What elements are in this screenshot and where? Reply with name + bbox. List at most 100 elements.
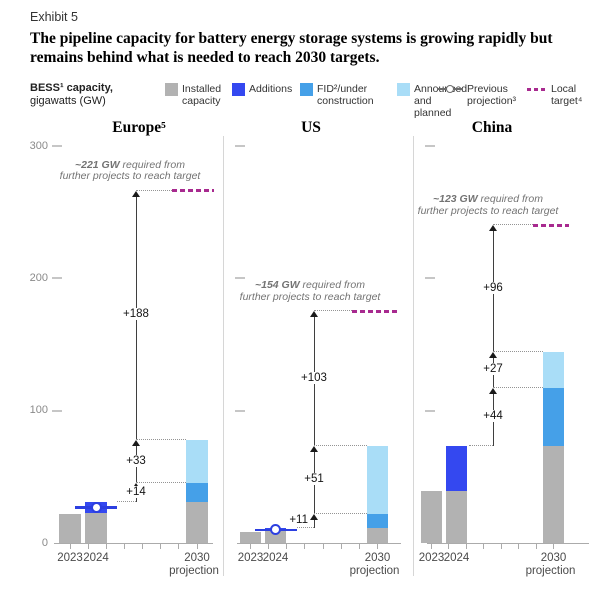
bar-segment-installed (265, 531, 286, 543)
legend-item-label: Installed capacity (182, 83, 222, 107)
y-axis-unit-label-rest: gigawatts (GW) (30, 95, 106, 107)
y-tick-label: 200 (29, 271, 48, 284)
x-axis-label: 2030 (364, 552, 391, 564)
panel-divider (223, 136, 224, 576)
x-tick (304, 544, 306, 549)
x-axis-label: 2024 (262, 552, 289, 564)
bar-segment-announced (543, 352, 564, 389)
x-tick (553, 544, 554, 549)
local-target-line (352, 309, 397, 313)
x-tick (87, 544, 89, 549)
previous-projection-icon (437, 83, 463, 95)
bar-segment-installed (421, 491, 442, 543)
bar-segment-installed (59, 513, 81, 543)
y-tick-dash (235, 145, 245, 147)
y-tick-label: 0 (41, 536, 48, 549)
leader-dotted-line (314, 310, 352, 312)
announced-swatch-icon (397, 83, 410, 96)
increment-arrowhead (310, 446, 318, 453)
x-axis-label: 2030 (184, 552, 210, 564)
panel-title-2: China (471, 119, 513, 136)
gap-annotation: ~123 GW required from further projects to… (417, 193, 559, 217)
x-axis-label: 2023 (57, 552, 83, 564)
y-axis-unit-label-bold: BESS¹ capacity, (30, 82, 113, 94)
installed-swatch-icon (165, 83, 178, 96)
panel-divider (413, 136, 414, 576)
bar-segment-announced (367, 446, 388, 514)
gap-annotation: ~221 GW required from further projects to… (59, 158, 201, 183)
x-tick (500, 544, 502, 549)
increment-label: +96 (471, 281, 515, 294)
x-axis-label: 2024 (443, 552, 470, 564)
legend-item-local_target: Local target⁴ (527, 83, 582, 107)
increment-arrowhead (310, 311, 318, 318)
bar-segment-announced (186, 439, 208, 484)
bar-segment-additions (446, 446, 467, 492)
increment-label: +11 (289, 514, 308, 527)
increment-arrowhead (489, 352, 497, 359)
x-axis-label: projection (525, 565, 576, 577)
leader-dotted-line (314, 445, 367, 447)
y-tick-dash (52, 277, 62, 280)
x-tick (340, 544, 342, 549)
fid-swatch-icon (300, 83, 313, 96)
local-target-line (172, 189, 214, 193)
x-tick (431, 544, 432, 549)
x-tick (178, 544, 180, 549)
increment-label: +103 (292, 371, 336, 384)
x-axis-label: projection (349, 565, 400, 577)
bar-segment-installed (446, 491, 467, 543)
leader-dotted-line (136, 189, 172, 191)
bar-segment-fid (367, 513, 388, 529)
x-axis-label: 2023 (418, 552, 445, 564)
leader-dotted-line (296, 527, 314, 529)
bar-segment-installed (186, 501, 208, 543)
increment-label: +33 (114, 454, 158, 467)
x-tick (196, 544, 198, 549)
y-tick-dash (235, 277, 245, 280)
leader-dotted-line (136, 438, 186, 440)
y-tick-dash (52, 145, 62, 147)
x-tick (69, 544, 71, 549)
panel-title-0: Europe⁵ (112, 119, 166, 136)
x-tick (268, 544, 270, 549)
x-tick (160, 544, 162, 549)
y-tick-label: 100 (29, 404, 48, 417)
x-tick (535, 544, 537, 549)
leader-dotted-line (136, 482, 186, 484)
legend-item-fid: FID²/under construction (300, 83, 374, 107)
x-tick (105, 544, 107, 549)
legend-item-label: FID²/under construction (317, 83, 374, 107)
x-tick (142, 544, 144, 549)
increment-label: +27 (471, 363, 515, 376)
x-tick (250, 544, 251, 549)
gap-annotation: ~154 GW required from further projects to… (239, 279, 381, 303)
leader-dotted-line (493, 224, 533, 226)
legend-item-label: Local target⁴ (551, 83, 583, 107)
panel-title-1: US (301, 119, 321, 136)
increment-arrowhead (310, 513, 318, 520)
x-tick (358, 544, 360, 549)
bar-segment-fid (186, 483, 208, 502)
local-target-icon (527, 83, 547, 95)
local-target-line (533, 223, 569, 227)
y-tick-label: 300 (29, 139, 48, 152)
increment-arrow-line (313, 518, 315, 529)
leader-dotted-line (314, 512, 367, 514)
previous-projection-circle (446, 84, 454, 93)
leader-dotted-line (493, 387, 543, 389)
legend-item-label: Previous projection³ (467, 83, 517, 107)
x-tick (322, 544, 324, 549)
increment-arrowhead (132, 439, 140, 446)
legend-item-previous_projection: Previous projection³ (437, 83, 516, 107)
x-tick (465, 544, 467, 549)
x-tick (286, 544, 288, 549)
y-axis-unit-label: BESS¹ capacity, gigawatts (GW) (30, 82, 113, 108)
x-axis-line (427, 543, 589, 544)
x-tick (518, 544, 520, 549)
bar-segment-installed (85, 512, 107, 543)
x-axis-label: projection (169, 565, 219, 577)
y-tick-dash (425, 145, 435, 147)
x-tick (448, 544, 450, 549)
